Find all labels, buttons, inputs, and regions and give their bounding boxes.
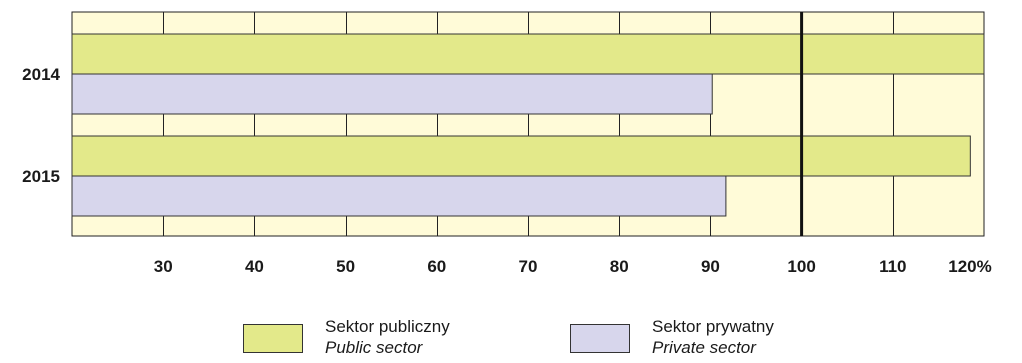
bar-private-2014	[71, 73, 713, 115]
x-tick-40: 40	[245, 257, 264, 276]
legend-label-private-pl: Sektor prywatny	[652, 317, 774, 336]
bars	[71, 33, 985, 217]
x-tick-110: 110	[879, 257, 906, 276]
legend-item-public: Sektor publiczny Public sector	[243, 316, 450, 358]
legend-item-private: Sektor prywatny Private sector	[570, 316, 774, 358]
x-tick-60: 60	[427, 257, 446, 276]
legend-swatch-private	[570, 324, 630, 353]
category-label-2014: 2014	[22, 65, 60, 84]
x-tick-80: 80	[610, 257, 629, 276]
x-tick-labels: 30 40 50 60 70 80 90 100 110 120%	[154, 257, 992, 276]
legend-swatch-public	[243, 324, 303, 353]
legend-label-private-en: Private sector	[652, 338, 756, 357]
category-labels: 2014 2015	[22, 65, 60, 186]
x-tick-90: 90	[701, 257, 720, 276]
bar-public-2014	[71, 33, 985, 75]
x-tick-70: 70	[519, 257, 538, 276]
category-label-2015: 2015	[22, 167, 60, 186]
bar-public-2015	[71, 135, 971, 177]
x-tick-50: 50	[336, 257, 355, 276]
x-tick-100: 100	[787, 257, 815, 276]
legend-label-public-pl: Sektor publiczny	[325, 317, 450, 336]
x-tick-120: 120%	[948, 257, 991, 276]
legend-label-public-en: Public sector	[325, 338, 423, 357]
bar-private-2015	[71, 175, 727, 217]
x-tick-30: 30	[154, 257, 173, 276]
